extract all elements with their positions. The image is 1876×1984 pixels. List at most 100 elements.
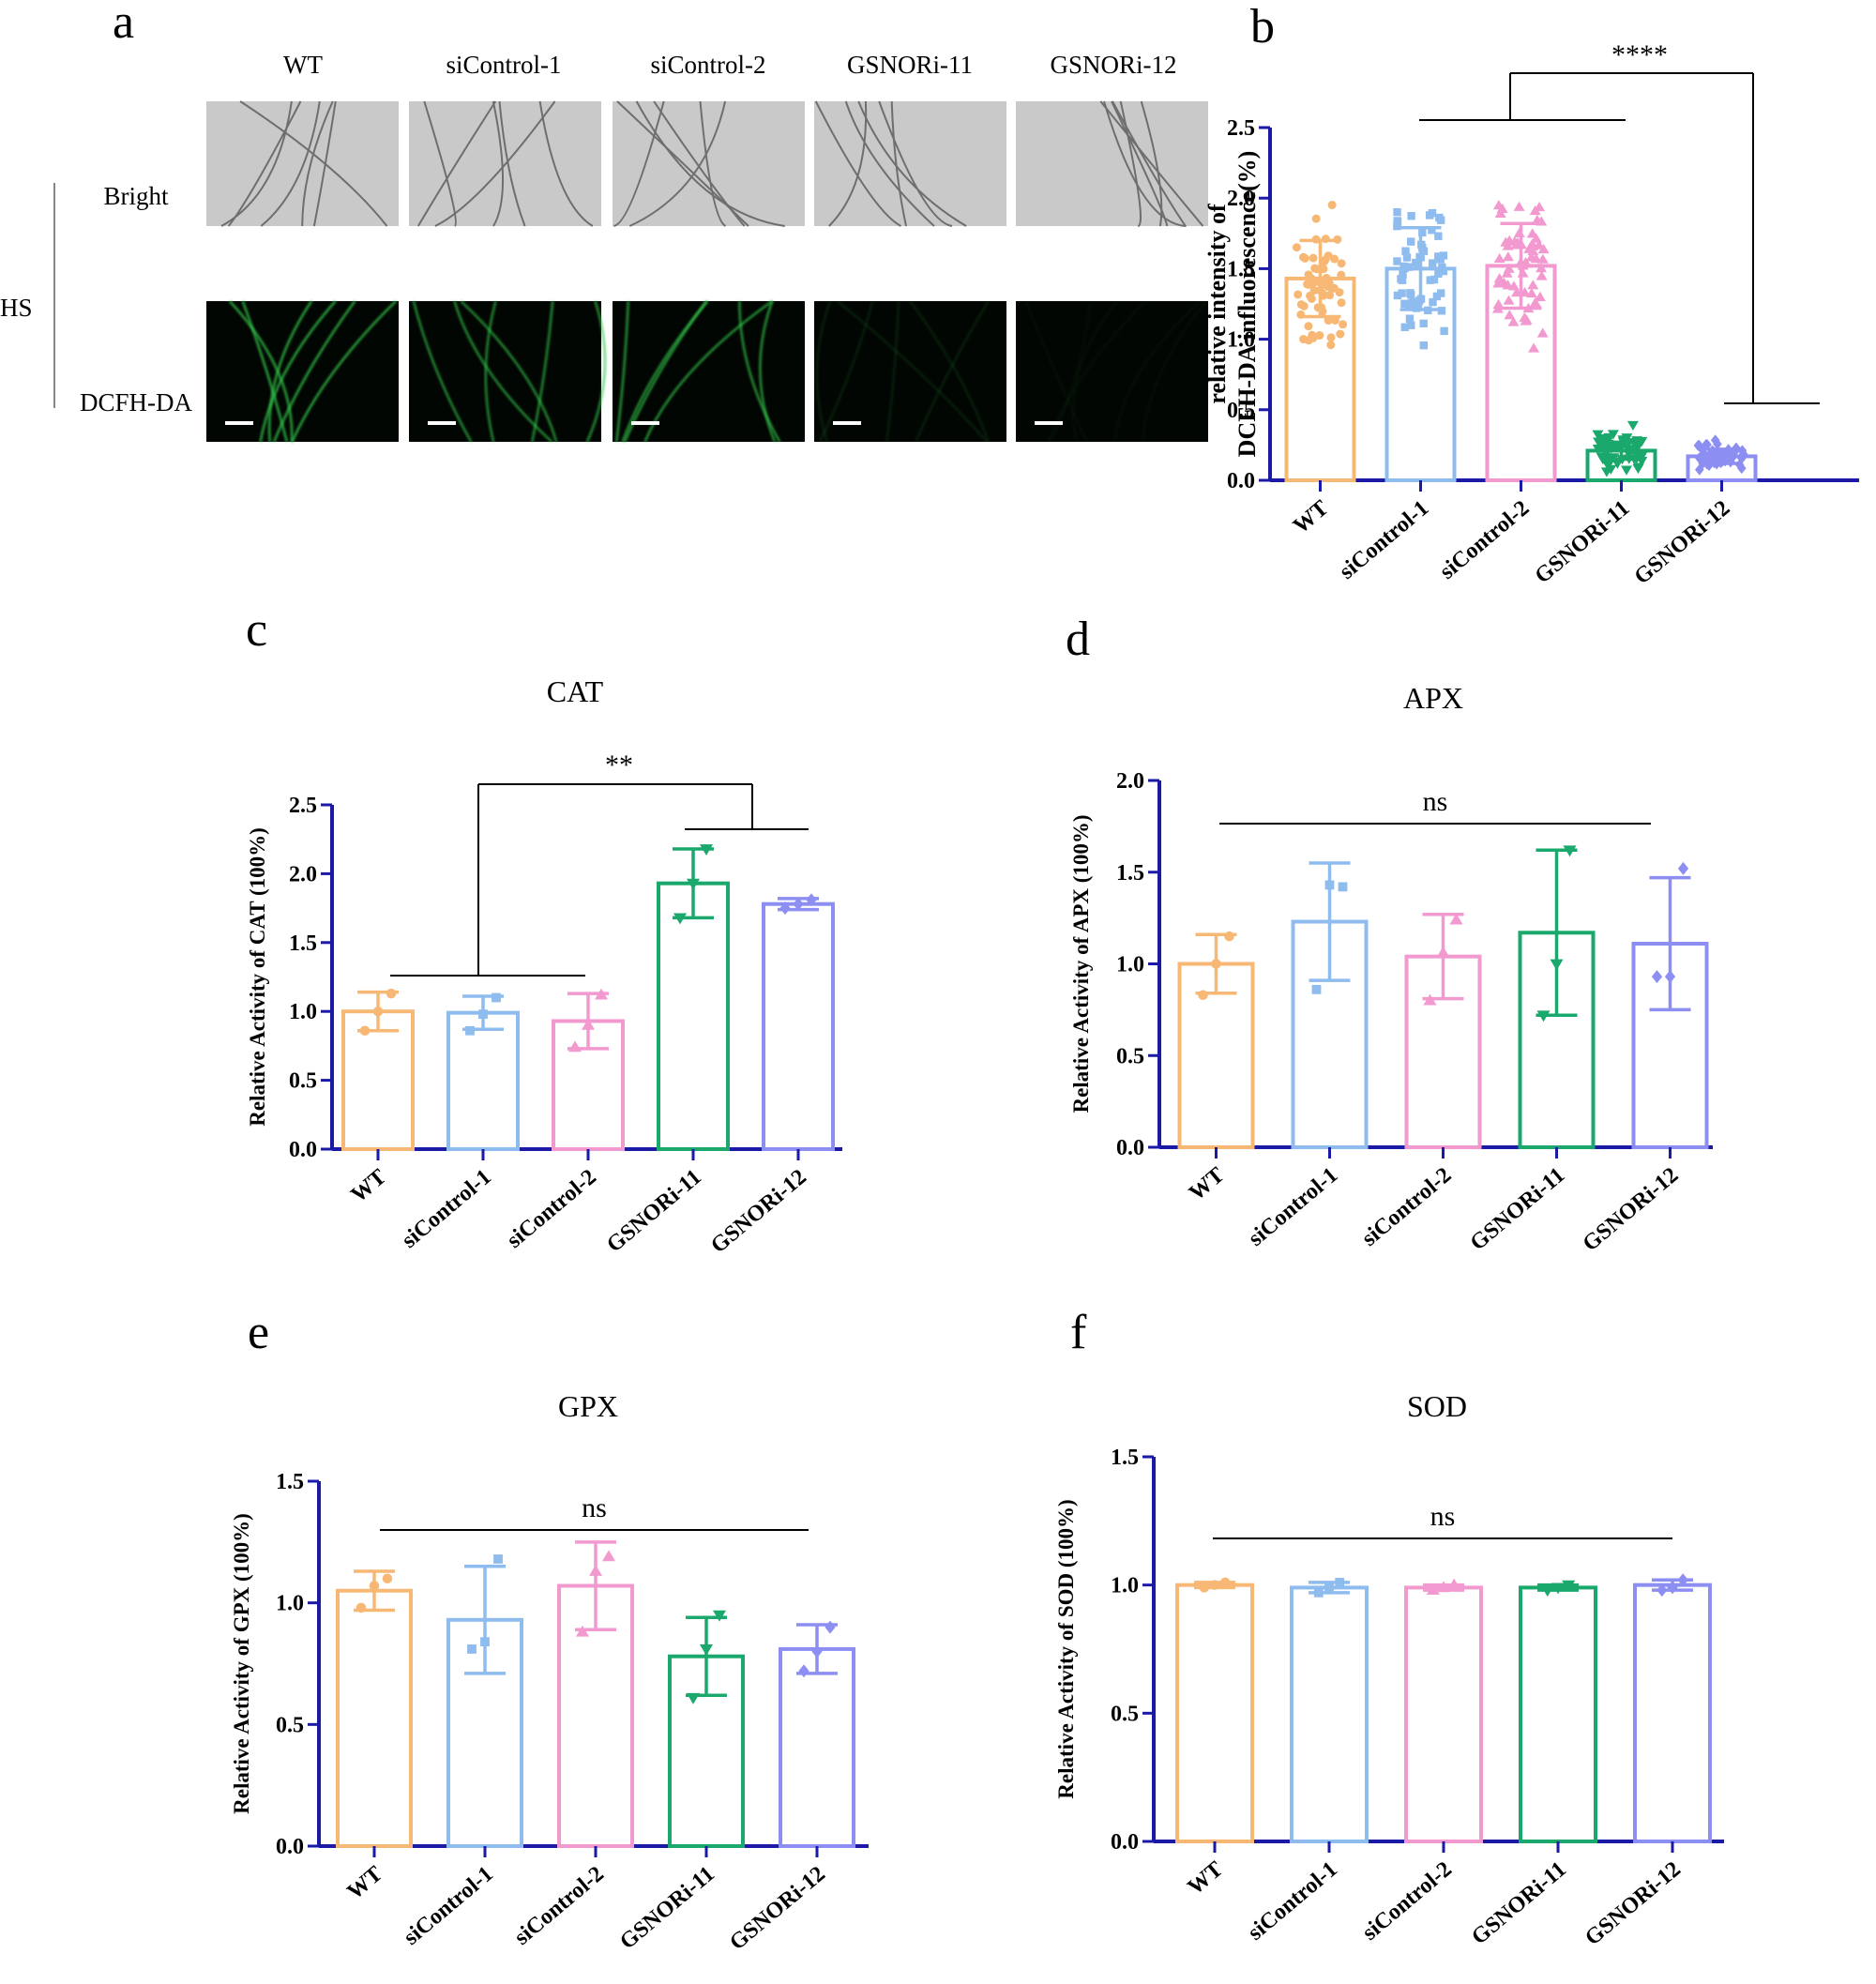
- bar-wt: [336, 1588, 413, 1848]
- y-tick-label: 0.0: [1116, 1136, 1144, 1160]
- data-point: [1321, 235, 1330, 244]
- data-point: [1527, 280, 1539, 290]
- data-point: [1304, 270, 1313, 280]
- x-tick-label: siControl-2: [1358, 1857, 1457, 1946]
- data-point: [1402, 253, 1412, 262]
- x-tick-label: siControl-2: [1357, 1163, 1456, 1251]
- fluorescent-hyphae: [815, 300, 990, 443]
- data-point: [1429, 297, 1437, 307]
- data-point: [1398, 276, 1407, 284]
- data-point: [673, 913, 687, 925]
- fluorescent-hypha: [531, 300, 554, 443]
- x-tick-label: GSNORi-12: [725, 1862, 830, 1956]
- data-point: [1426, 211, 1434, 220]
- data-point: [1520, 258, 1532, 268]
- data-point: [1324, 880, 1335, 890]
- x-tick-label: GSNORi-12: [1581, 1857, 1686, 1951]
- fluorescent-hypha: [1047, 300, 1147, 443]
- x-tick-label: GSNORi-12: [1579, 1163, 1684, 1257]
- y-tick-label: 1.5: [1111, 1446, 1139, 1470]
- data-point: [1713, 438, 1722, 450]
- data-point: [1664, 970, 1676, 984]
- data-point: [1400, 323, 1409, 331]
- y-tick-label: 1.0: [1116, 953, 1144, 977]
- hypha-line: [1111, 100, 1169, 227]
- bar-gsnori-12: [1633, 1583, 1712, 1843]
- data-point: [1622, 439, 1634, 449]
- column-label-gsnori-11: GSNORi-11: [847, 51, 973, 79]
- fluorescent-hypha: [273, 300, 356, 443]
- data-point: [1401, 247, 1410, 255]
- group-label-hs: HS: [0, 294, 33, 322]
- data-point: [1530, 253, 1542, 264]
- x-tick-label: siControl-1: [400, 1862, 498, 1950]
- x-tick-label: siControl-2: [1435, 496, 1534, 584]
- data-point: [1292, 243, 1301, 252]
- data-point: [1312, 265, 1322, 274]
- data-point: [1492, 298, 1505, 309]
- y-tick-label: 1.5: [1116, 861, 1144, 886]
- panel-letter-d: d: [1066, 613, 1090, 666]
- data-point: [1636, 457, 1648, 467]
- data-point: [1434, 232, 1443, 240]
- data-point: [1519, 286, 1531, 297]
- data-point: [1322, 273, 1331, 282]
- fluorescent-hypha: [624, 300, 707, 443]
- data-point: [1727, 452, 1737, 464]
- y-tick-label: 0.5: [289, 1069, 317, 1094]
- data-point: [1657, 1583, 1668, 1598]
- data-point: [1623, 446, 1635, 456]
- hypha-line: [498, 100, 526, 227]
- fluorescent-hypha: [915, 300, 990, 443]
- data-point: [1428, 226, 1436, 235]
- x-tick-label: GSNORi-11: [1467, 1857, 1571, 1950]
- hypha-line: [1103, 100, 1187, 227]
- brightfield-image: [814, 101, 1006, 226]
- hypha-line: [260, 100, 321, 227]
- hypha-line: [492, 100, 505, 227]
- column-label-gsnori-12: GSNORi-12: [1050, 51, 1176, 79]
- data-point: [1310, 277, 1320, 286]
- data-point: [1211, 959, 1221, 969]
- data-point: [1337, 270, 1346, 280]
- data-point: [1219, 1577, 1231, 1588]
- data-point: [1737, 445, 1747, 457]
- x-tick-label: WT: [1185, 1163, 1229, 1206]
- chart-d: APX 0.0 0.5 1.0 1.5 2.0 Relative Activity of A…: [1069, 681, 1713, 1256]
- data-point: [1503, 295, 1515, 305]
- y-tick-label: 2.0: [1227, 187, 1255, 211]
- fluorescence-image: [814, 301, 1006, 442]
- data-point: [1336, 329, 1345, 339]
- data-point: [1209, 1580, 1220, 1590]
- data-point: [1511, 236, 1523, 248]
- data-point: [1405, 314, 1415, 323]
- brightfield-hyphae: [1099, 100, 1204, 227]
- data-point: [1326, 341, 1336, 350]
- data-point: [1398, 289, 1406, 297]
- y-tick-label: 1.0: [1227, 328, 1255, 353]
- data-point: [1529, 296, 1541, 307]
- data-point: [1677, 861, 1689, 875]
- data-point: [1393, 257, 1401, 265]
- data-point: [1426, 1583, 1440, 1596]
- data-point: [1520, 315, 1532, 326]
- y-tick-label: 0.5: [1116, 1044, 1144, 1068]
- scale-bar: [225, 421, 253, 425]
- x-tick-label: GSNORi-12: [1630, 496, 1735, 590]
- hypha-line: [814, 100, 901, 227]
- data-point: [779, 901, 791, 916]
- hypha-line: [301, 100, 334, 227]
- bar-sicontrol-2: [1404, 1585, 1483, 1844]
- data-point: [356, 1602, 367, 1613]
- data-point: [793, 897, 804, 911]
- data-point: [1399, 270, 1407, 279]
- data-point: [1311, 984, 1322, 994]
- data-point: [1414, 260, 1422, 268]
- data-point: [1311, 214, 1321, 223]
- data-point: [1329, 283, 1339, 293]
- data-point: [1325, 291, 1335, 300]
- data-point: [1304, 280, 1313, 289]
- data-point: [359, 1025, 371, 1037]
- data-point: [1418, 228, 1427, 237]
- data-point: [1502, 251, 1514, 262]
